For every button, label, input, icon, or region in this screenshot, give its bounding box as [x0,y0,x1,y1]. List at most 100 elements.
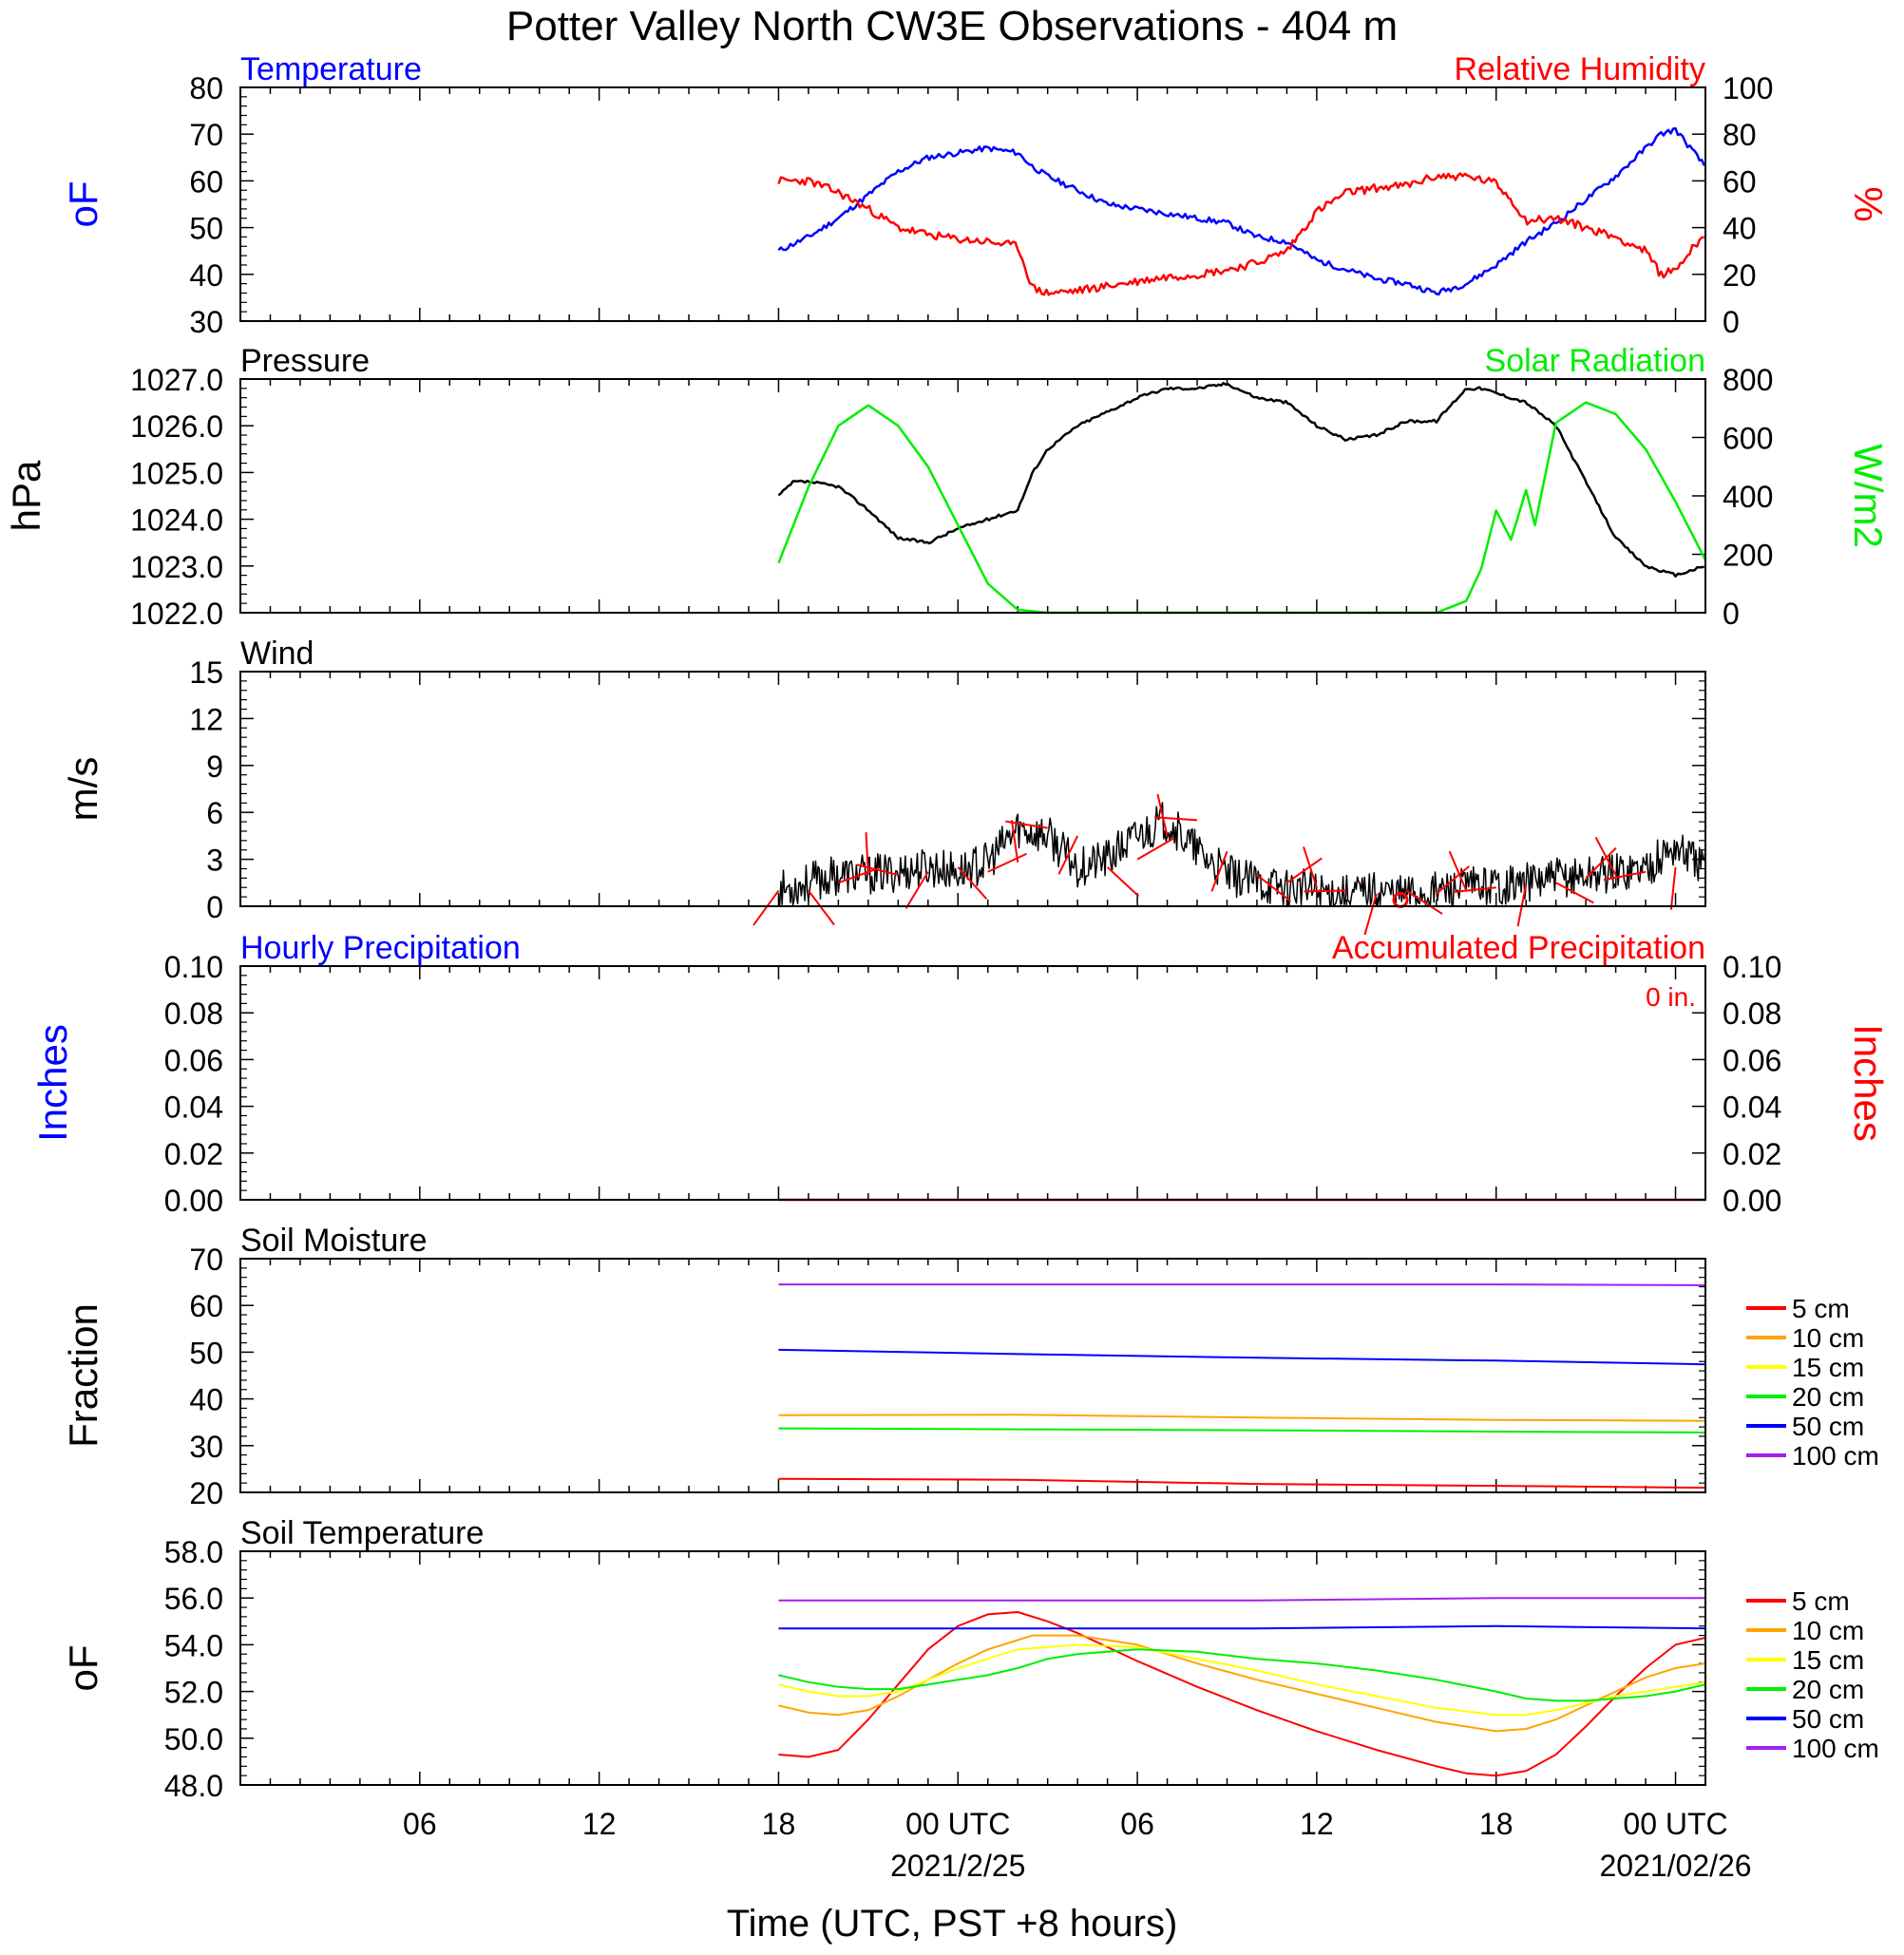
soil-line-10cm [778,1414,1706,1422]
y-tick-label: 0.08 [164,996,223,1031]
accumulated-total: 0 in. [1646,982,1696,1012]
y-tick-label: 15 [189,655,223,690]
y-tick-label: 6 [206,796,223,830]
y-tick-label: 52.0 [164,1676,223,1710]
legend-label: 15 cm [1792,1353,1864,1382]
solar-radiation-line [777,401,1707,615]
wind-barb [987,852,1027,873]
soil-line-10cm [778,1634,1706,1733]
x-axis-label: Time (UTC, PST +8 hours) [727,1903,1178,1945]
panel-precipitation: 0.00 0.02 0.04 0.06 0.08 0.10 0.00 0.02 0.04 0.06… [30,930,1891,1218]
panel-left-title: Pressure [240,343,370,379]
y-tick-label: 0.04 [164,1091,223,1125]
soil-line-20cm [778,1648,1706,1702]
y-tick-label: 30 [189,1430,223,1464]
y-tick-label: 40 [189,258,223,293]
x-tick-label: 00 UTC [905,1807,1010,1841]
y-tick-label: 30 [189,305,223,339]
x-date-label: 2021/02/26 [1599,1849,1751,1883]
y-tick-label: 0.00 [164,1184,223,1218]
chart-title: Potter Valley North CW3E Observations - … [506,3,1398,49]
x-date-label: 2021/2/25 [890,1849,1025,1883]
y-tick-label: 0.02 [164,1137,223,1171]
plot-frame [239,671,1706,907]
plot-frame [239,1550,1706,1786]
y-tick-label: 20 [189,1476,223,1510]
wind-barb [1585,846,1617,880]
y-tick-label: 1023.0 [130,550,223,584]
panel-right-title: Relative Humidity [1454,51,1705,87]
y-right-tick-label: 0.02 [1723,1137,1781,1171]
x-tick-label: 06 [1120,1807,1154,1841]
y-right-tick-label: 100 [1723,71,1773,105]
y-axis-label-left: m/s [61,757,105,822]
legend-label: 50 cm [1792,1412,1864,1441]
wind-barb [838,866,880,884]
wind-barb [1363,893,1378,936]
series-group [777,126,1705,296]
plot-frame [239,1258,1706,1493]
panel-left-title: Soil Moisture [240,1223,428,1259]
x-tick-label: 18 [1479,1807,1514,1841]
soil-line-50cm [778,1348,1706,1366]
y-right-tick-label: 0.04 [1723,1091,1781,1125]
y-tick-label: 3 [206,844,223,878]
y-tick-label: 60 [189,164,223,199]
panel-pressure-solar: 1022.0 1023.0 1024.0 1025.0 1026.0 1027.0 0 200… [4,343,1891,631]
soil-line-5cm [778,1477,1706,1490]
panel-wind: 0 3 6 9 12 15 Wind m/s [61,636,1706,936]
y-right-tick-label: 20 [1723,258,1757,293]
y-tick-label: 50 [189,1336,223,1370]
panel-right-title: Accumulated Precipitation [1332,930,1705,966]
y-axis-label-left: Fraction [61,1303,105,1448]
y-right-tick-label: 0.06 [1723,1043,1781,1077]
y-right-tick-label: 60 [1723,164,1757,199]
wind-barb [1285,857,1323,884]
y-right-tick-label: 200 [1723,539,1773,573]
panel-temperature-humidity: 30 40 50 60 70 80 0 20 40 60 80 100 Temperature Relat… [61,51,1891,339]
wind-barb [1448,850,1468,891]
wind-barb [1154,816,1198,822]
soil-line-100cm [778,1597,1705,1602]
panel-soil-temperature: 48.0 50.0 52.0 54.0 56.0 58.0 Soil Temperature… [61,1515,1879,1803]
series-group [778,1597,1706,1777]
wind-barb [1669,866,1677,910]
y-tick-label: 0.06 [164,1043,223,1077]
wind-barb [1603,870,1647,882]
wind-barb [1256,874,1292,902]
series-group [778,1283,1706,1490]
legend-label: 100 cm [1792,1734,1879,1763]
panel-left-title: Wind [240,636,314,672]
y-tick-label: 1026.0 [130,409,223,444]
wind-barb [1005,820,1048,829]
y-tick-label: 54.0 [164,1628,223,1662]
y-right-tick-label: 0.10 [1723,950,1781,984]
legend-label: 50 cm [1792,1704,1864,1734]
wind-barb [957,866,988,900]
soil-line-15cm [778,1643,1706,1717]
y-axis-label-right: % [1846,186,1891,221]
y-tick-label: 70 [189,118,223,152]
y-tick-label: 60 [189,1289,223,1323]
y-right-tick-label: 600 [1723,422,1773,456]
soil-line-5cm [778,1611,1706,1777]
wind-barb [1303,846,1318,888]
series-group [752,793,1706,936]
y-tick-label: 1022.0 [130,597,223,631]
x-tick-label: 12 [1300,1807,1334,1841]
wind-barb [1304,889,1347,893]
legend-label: 5 cm [1792,1586,1850,1616]
y-right-tick-label: 0.08 [1723,996,1781,1031]
series-group [777,382,1707,615]
wind-barb [1436,865,1470,895]
panel-left-title: Soil Temperature [240,1515,484,1551]
x-axis: 06 12 18 00 UTC 06 12 18 00 UTC 2021/2/25 2021/02… [403,1807,1752,1883]
y-axis-label-left: hPa [4,460,48,531]
panel-soil-moisture: 20 30 40 50 60 70 Soil Moisture Fraction 5 cm10 … [61,1223,1879,1510]
y-right-tick-label: 0 [1723,597,1740,631]
wind-barb [1136,837,1175,861]
y-tick-label: 1025.0 [130,456,223,490]
